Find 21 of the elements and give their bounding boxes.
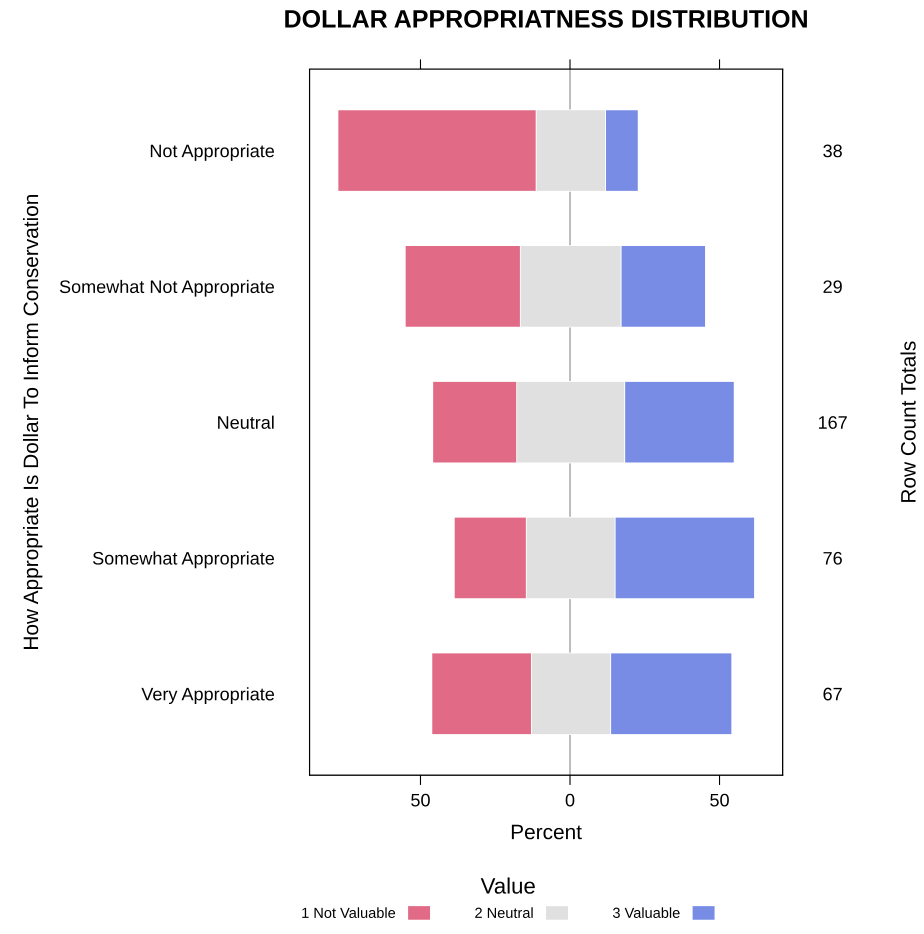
text: 38 — [823, 144, 842, 158]
text: 29 — [823, 280, 842, 294]
text: 67 — [824, 688, 842, 700]
text: 167 — [818, 416, 847, 429]
y-tick-label: Somewhat Appropriate — [92, 551, 274, 568]
y-axis-title: How Appropriate Is Dollar To Inform Conservation — [22, 195, 42, 649]
y-tick-label: Somewhat Not Appropriate — [60, 280, 274, 297]
legend-label: 1 Not Valuable — [302, 907, 396, 918]
text: 76 — [824, 552, 842, 565]
legend-title: Value — [480, 877, 535, 894]
y-tick-label: Not Appropriate — [150, 144, 274, 161]
chart-title: DOLLAR APPROPRIATNESS DISTRIBUTION — [285, 10, 807, 28]
x-axis-title: Percent — [512, 824, 582, 840]
y-tick-label: Very Appropriate — [141, 687, 274, 704]
x-tick-label: 50 — [710, 794, 729, 807]
x-tick-label: 50 — [411, 794, 430, 807]
legend-label: 2 Neutral — [475, 907, 533, 918]
legend-label: 3 Valuable — [612, 907, 680, 918]
x-tick-label: 0 — [566, 794, 574, 807]
text: Row Count Totals — [900, 341, 916, 502]
y-tick-label: Neutral — [218, 416, 274, 429]
